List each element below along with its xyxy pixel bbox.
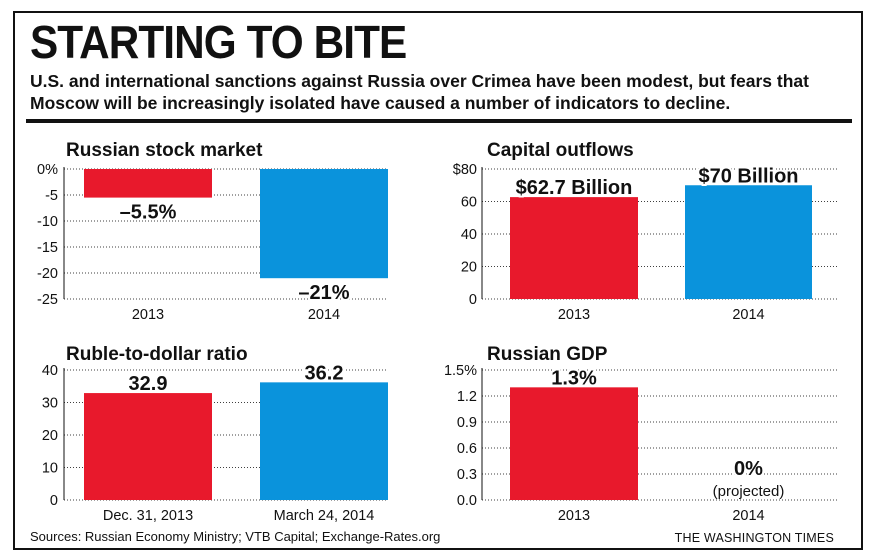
capital-data-label: $70 Billion [698,165,798,187]
ruble-data-label: 32.9 [129,373,168,395]
gdp-y-tick-label: 1.5% [444,363,477,379]
stock-x-tick-label: 2013 [132,307,164,323]
gdp-bar-2013 [510,387,638,500]
ruble-x-tick-label: Dec. 31, 2013 [103,508,193,524]
gdp-data-label: 0% [734,458,763,480]
capital-bar-2013 [510,197,638,299]
ruble-x-tick-label: March 24, 2014 [274,508,375,524]
stock-data-label: –5.5% [120,202,177,224]
capital-data-label: $62.7 Billion [516,177,633,199]
subhead: U.S. and international sanctions against… [30,71,809,113]
capital-y-tick-label: $80 [453,162,477,178]
gdp-y-tick-label: 0.9 [457,415,477,431]
ruble-chart-title: Ruble-to-dollar ratio [66,344,248,365]
ruble-y-tick-label: 40 [42,363,58,379]
header-rule [26,119,852,123]
gdp-y-tick-label: 0.6 [457,441,477,457]
graphic-frame [13,11,863,550]
gdp-y-tick-label: 1.2 [457,389,477,405]
ruble-y-tick-label: 10 [42,461,58,477]
stock-x-tick-label: 2014 [308,307,340,323]
gdp-x-tick-label: 2014 [732,508,764,524]
stock-data-label: –21% [298,282,349,304]
capital-y-tick-label: 0 [469,292,477,308]
capital-y-tick-label: 60 [461,195,477,211]
stock-y-tick-label: -20 [37,266,58,282]
credit-line: THE WASHINGTON TIMES [674,531,834,545]
capital-y-tick-label: 20 [461,260,477,276]
gdp-annotation: (projected) [713,483,785,500]
stock-y-tick-label: -15 [37,240,58,256]
headline: STARTING TO BITE [30,16,407,68]
ruble-y-tick-label: 0 [50,493,58,509]
stock-bar-2013 [84,169,212,198]
sources-note: Sources: Russian Economy Ministry; VTB C… [30,529,441,544]
stock-y-tick-label: -5 [45,188,58,204]
capital-bar-2014 [685,185,812,299]
ruble-bar-march-24-2014 [260,382,388,500]
ruble-y-tick-label: 20 [42,428,58,444]
gdp-y-tick-label: 0.3 [457,467,477,483]
capital-x-tick-label: 2013 [558,307,590,323]
stock-chart-title: Russian stock market [66,140,263,161]
stock-y-tick-label: -25 [37,292,58,308]
gdp-data-label: 1.3% [551,367,597,389]
stock-bar-2014 [260,169,388,279]
gdp-x-tick-label: 2013 [558,508,590,524]
capital-chart-title: Capital outflows [487,140,634,161]
capital-y-tick-label: 40 [461,227,477,243]
ruble-data-label: 36.2 [305,362,344,384]
ruble-bar-dec-31-2013 [84,393,212,500]
stock-y-tick-label: -10 [37,214,58,230]
stock-y-tick-label: 0% [37,162,58,178]
gdp-y-tick-label: 0.0 [457,493,477,509]
gdp-chart-title: Russian GDP [487,344,608,365]
ruble-y-tick-label: 30 [42,396,58,412]
capital-x-tick-label: 2014 [732,307,764,323]
